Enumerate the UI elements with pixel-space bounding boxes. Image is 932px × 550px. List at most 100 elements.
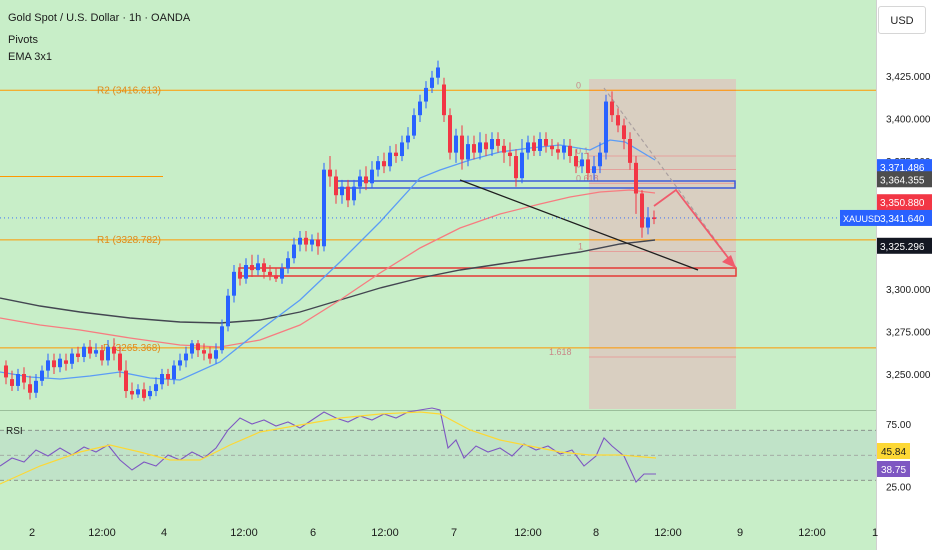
time-axis-tick: 12:00: [371, 527, 399, 539]
candle-body: [160, 374, 164, 385]
candle-body: [238, 271, 242, 279]
candle: [508, 142, 512, 167]
candle-body: [382, 161, 386, 167]
candle: [232, 265, 236, 303]
candle-body: [646, 217, 650, 228]
candle: [268, 265, 272, 281]
rsi-line: [0, 407, 656, 483]
price-axis-tick: 3,400.000: [886, 115, 931, 126]
candle: [412, 108, 416, 140]
candle-body: [532, 142, 536, 151]
candle-body: [550, 145, 554, 150]
price-axis-tick: 3,250.000: [886, 370, 931, 381]
candle: [478, 132, 482, 160]
candle: [4, 360, 8, 385]
candle-body: [580, 159, 584, 167]
candle-body: [220, 326, 224, 351]
candle-body: [130, 391, 134, 395]
fib-level-label: 0.1: [576, 146, 589, 156]
candle: [592, 156, 596, 180]
candle-body: [490, 139, 494, 150]
candle: [628, 132, 632, 170]
candle: [76, 346, 80, 363]
candle: [136, 384, 140, 398]
candle: [274, 268, 278, 283]
candle: [394, 144, 398, 163]
candle: [430, 70, 434, 94]
candle-body: [106, 346, 110, 361]
candle-body: [544, 139, 548, 146]
fib-projection-box: [589, 79, 736, 409]
candle-body: [352, 186, 356, 201]
candle-body: [94, 350, 98, 354]
fib-level-label: 0: [576, 80, 581, 90]
trendline: [459, 179, 699, 271]
price-tag-bg: [877, 171, 932, 188]
candle-body: [400, 142, 404, 157]
candle-body: [10, 379, 14, 386]
candle: [442, 77, 446, 122]
candle: [124, 360, 128, 398]
projection-arrowhead: [722, 255, 736, 268]
pivot-level-label: P (3265.368): [103, 343, 161, 354]
candle-body: [466, 144, 470, 160]
fib-level-label: 0: [576, 160, 581, 170]
candle-body: [64, 360, 68, 364]
candle: [376, 156, 380, 177]
price-tag-bg: [877, 194, 932, 211]
candle-body: [40, 370, 44, 381]
time-axis-panel: [0, 520, 876, 550]
candle: [16, 368, 20, 392]
candle-body: [514, 156, 518, 179]
candle: [316, 232, 320, 255]
candle-body: [604, 101, 608, 153]
candle: [364, 166, 368, 191]
indicator-ema-label[interactable]: EMA 3x1: [8, 51, 53, 63]
candle: [250, 254, 254, 277]
candle: [262, 258, 266, 279]
candle-body: [430, 77, 434, 88]
currency-button[interactable]: USD: [878, 6, 926, 34]
candle-body: [520, 152, 524, 179]
candle: [532, 135, 536, 157]
symbol-title[interactable]: Gold Spot / U.S. Dollar · 1h · OANDA: [8, 12, 191, 24]
candle: [604, 94, 608, 160]
candle-body: [442, 84, 446, 116]
candle-body: [274, 275, 278, 279]
candle-body: [448, 115, 452, 153]
candle-body: [178, 360, 182, 366]
time-axis-tick: 12:00: [88, 527, 116, 539]
candle-body: [280, 268, 284, 279]
candle: [118, 346, 122, 378]
candle: [538, 132, 542, 157]
indicator-pivots-label[interactable]: Pivots: [8, 34, 38, 46]
candle-body: [316, 239, 320, 247]
candle: [70, 348, 74, 369]
candle-body: [502, 145, 506, 153]
candle-body: [148, 391, 152, 397]
candle-body: [388, 152, 392, 167]
candle-body: [196, 343, 200, 351]
candle-body: [82, 346, 86, 357]
candle: [358, 169, 362, 194]
candle-body: [112, 346, 116, 354]
candle-body: [472, 144, 476, 153]
candle-body: [634, 162, 638, 194]
candle: [82, 343, 86, 363]
candle-body: [568, 145, 572, 157]
rsi-value-tag-label: 38.75: [881, 465, 906, 476]
candle: [58, 353, 62, 373]
candle-body: [394, 152, 398, 157]
candle: [568, 139, 572, 163]
candle-body: [88, 346, 92, 354]
candle-body: [496, 139, 500, 146]
candle: [634, 156, 638, 214]
candle: [484, 133, 488, 157]
candle: [400, 135, 404, 162]
candle: [322, 162, 326, 252]
candle-body: [616, 115, 620, 126]
candle: [238, 263, 242, 286]
candle: [286, 251, 290, 274]
candle-body: [184, 353, 188, 361]
